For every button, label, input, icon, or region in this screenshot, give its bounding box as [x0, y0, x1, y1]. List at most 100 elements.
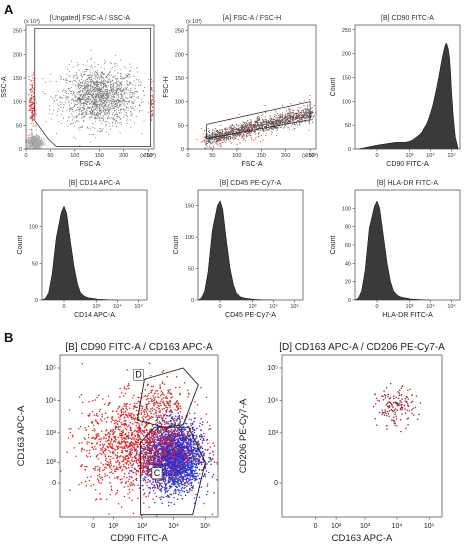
- scatter-fsc-ssc-point: [44, 144, 46, 146]
- scatter-fsc-fsch-point: [284, 126, 286, 128]
- scatter-cd90-cd163-xtick-label: 10³: [137, 523, 148, 530]
- scatter-fsc-fsch-point: [276, 129, 278, 132]
- scatter-fsc-ssc-point: [94, 82, 96, 84]
- scatter-fsc-fsch-point: [311, 112, 313, 114]
- hist-hladr-ytick-label: 40: [345, 261, 351, 267]
- scatter-fsc-ssc-point: [81, 91, 83, 93]
- scatter-fsc-ssc-point: [125, 74, 127, 76]
- scatter-fsc-ssc-point: [76, 65, 78, 67]
- scatter-fsc-fsch-point: [290, 108, 292, 110]
- scatter-fsc-fsch-point: [265, 132, 267, 134]
- scatter-fsc-fsch-point: [289, 117, 291, 119]
- scatter-cd90-cd163-point: [170, 413, 172, 416]
- scatter-fsc-ssc-point: [103, 68, 105, 70]
- scatter-fsc-fsch-point: [262, 125, 264, 127]
- scatter-fsc-ssc-point: [105, 112, 107, 114]
- hist-cd14-histogram-area: [42, 205, 118, 300]
- scatter-fsc-fsch-xtick-label: 150: [257, 153, 266, 159]
- scatter-fsc-ssc-point: [97, 100, 99, 102]
- scatter-fsc-fsch-point: [308, 110, 310, 112]
- scatter-fsc-ssc-point: [119, 122, 121, 124]
- scatter-fsc-ssc-point: [113, 115, 116, 117]
- scatter-fsc-fsch-point: [289, 115, 291, 117]
- scatter-fsc-ssc-point: [124, 86, 126, 89]
- scatter-fsc-ssc-point: [100, 111, 102, 113]
- scatter-fsc-ssc-point: [96, 69, 99, 71]
- scatter-fsc-fsch-point: [258, 133, 260, 135]
- scatter-fsc-fsch-point: [246, 134, 248, 136]
- scatter-fsc-ssc-point: [100, 77, 102, 79]
- hist-cd90-plot-area: [358, 42, 459, 149]
- scatter-fsc-fsch-point: [297, 114, 299, 116]
- scatter-fsc-ssc-point: [77, 109, 79, 111]
- hist-hladr-frame: [354, 189, 461, 301]
- scatter-fsc-ssc-ylabel: SSC-A: [1, 76, 8, 98]
- scatter-cd90-cd163-ytick-label: 10⁴: [45, 398, 56, 405]
- scatter-fsc-ssc-point: [118, 101, 120, 103]
- scatter-fsc-ssc-point: [103, 83, 105, 85]
- scatter-fsc-fsch-point: [289, 111, 291, 113]
- scatter-fsc-fsch-point: [230, 127, 232, 129]
- hist-cd45-xlabel: CD45 PE-Cy7-A: [225, 312, 276, 319]
- scatter-fsc-fsch-point: [287, 120, 289, 122]
- scatter-fsc-fsch-point: [292, 112, 294, 114]
- scatter-fsc-ssc-point: [95, 74, 97, 76]
- hist-cd45-frame: [197, 189, 304, 301]
- scatter-cd90-cd163-point: [170, 422, 172, 424]
- scatter-fsc-ssc-point: [110, 100, 112, 102]
- scatter-fsc-ssc-point: [44, 141, 46, 144]
- scatter-cd90-cd163-point: [192, 426, 194, 429]
- scatter-fsc-ssc-point: [52, 113, 54, 115]
- scatter-fsc-ssc-point: [82, 98, 85, 100]
- scatter-fsc-ssc-point: [105, 85, 107, 87]
- scatter-fsc-ssc-point: [35, 150, 36, 151]
- scatter-fsc-ssc-point: [99, 95, 101, 97]
- scatter-fsc-ssc-point: [110, 68, 112, 70]
- scatter-fsc-fsch-point: [307, 108, 309, 110]
- scatter-fsc-ssc-point: [138, 97, 140, 99]
- scatter-fsc-fsch-point: [297, 118, 299, 120]
- scatter-fsc-fsch-point: [240, 129, 242, 131]
- scatter-fsc-fsch-point: [247, 122, 249, 124]
- scatter-fsc-fsch-point: [308, 112, 310, 114]
- scatter-fsc-ssc-point: [65, 79, 67, 81]
- scatter-fsc-ssc-point: [30, 135, 32, 137]
- scatter-fsc-ssc-point: [72, 84, 74, 86]
- scatter-fsc-fsch-frame: [187, 24, 317, 150]
- scatter-fsc-ssc-point: [95, 93, 97, 95]
- scatter-fsc-ssc-point: [101, 82, 103, 84]
- scatter-fsc-fsch-point: [296, 122, 298, 124]
- scatter-fsc-fsch-point: [217, 141, 219, 143]
- scatter-fsc-ssc-point: [82, 112, 84, 114]
- scatter-fsc-fsch-xunit: (x 10³): [302, 153, 318, 159]
- scatter-fsc-ssc-plot-area: [26, 49, 154, 151]
- scatter-fsc-ssc-point: [32, 143, 34, 146]
- scatter-fsc-ssc-point: [114, 122, 116, 124]
- scatter-fsc-ssc-point: [150, 89, 153, 91]
- scatter-fsc-ssc-point: [124, 101, 126, 103]
- scatter-fsc-ssc-point: [139, 111, 141, 113]
- scatter-fsc-fsch-point: [295, 112, 297, 114]
- scatter-fsc-ssc-point: [109, 74, 111, 76]
- scatter-fsc-fsch-point: [244, 122, 246, 124]
- scatter-fsc-ssc-point: [148, 79, 150, 81]
- scatter-fsc-ssc-point: [118, 80, 120, 82]
- scatter-fsc-fsch-point: [225, 141, 227, 143]
- scatter-fsc-fsch-point: [216, 139, 218, 141]
- scatter-fsc-fsch-point: [233, 138, 235, 141]
- scatter-fsc-ssc-point: [83, 105, 85, 107]
- scatter-fsc-fsch-point: [284, 117, 286, 119]
- scatter-fsc-fsch-point: [223, 136, 225, 138]
- hist-cd45-histogram-area: [198, 200, 274, 300]
- scatter-fsc-ssc-point: [32, 103, 34, 105]
- scatter-fsc-ssc-point: [39, 140, 41, 142]
- scatter-fsc-ssc-point: [133, 122, 136, 124]
- scatter-fsc-fsch-point: [296, 112, 298, 115]
- scatter-fsc-ssc-point: [72, 119, 74, 121]
- scatter-fsc-fsch-point: [277, 124, 280, 126]
- scatter-fsc-ssc-point: [120, 93, 122, 95]
- scatter-fsc-fsch-point: [290, 115, 292, 117]
- scatter-fsc-ssc-point: [116, 102, 118, 105]
